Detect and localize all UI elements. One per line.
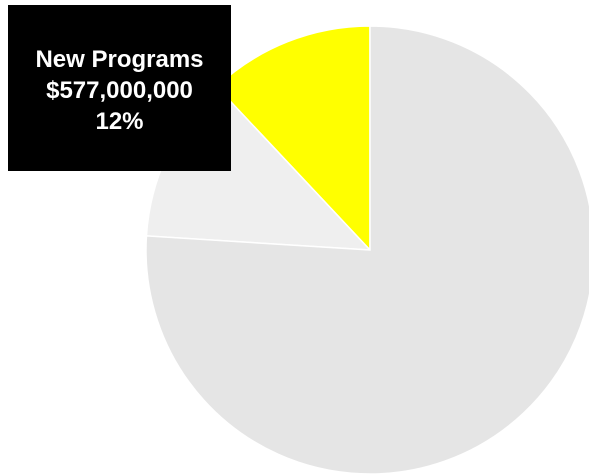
highlight-callout: New Programs $577,000,000 12% (8, 5, 231, 171)
callout-value: $577,000,000 (46, 76, 193, 104)
callout-percent: 12% (95, 107, 144, 135)
callout-label: New Programs (35, 45, 204, 73)
pie-slice-3 (145, 25, 589, 475)
